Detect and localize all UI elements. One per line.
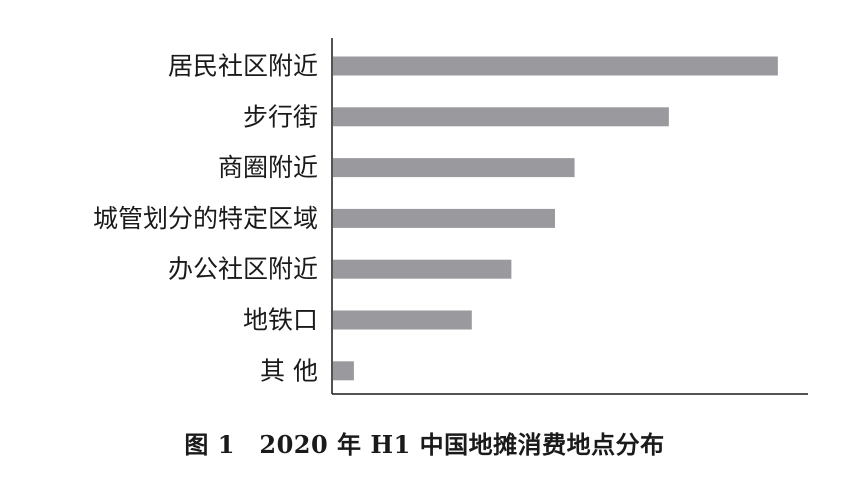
bar-6 bbox=[333, 310, 472, 330]
bar-3 bbox=[333, 158, 575, 178]
bar-2 bbox=[333, 107, 669, 127]
category-label-2: 步行街 bbox=[243, 102, 318, 131]
category-label-4: 城管划分的特定区域 bbox=[93, 204, 318, 233]
figure-caption: 图 1 2020 年 H1 中国地摊消费地点分布 bbox=[184, 430, 665, 459]
bar-7 bbox=[333, 361, 354, 381]
category-label-1: 居民社区附近 bbox=[168, 52, 318, 81]
bars bbox=[333, 56, 778, 381]
category-label-5: 办公社区附近 bbox=[168, 255, 318, 284]
category-label-7: 其 他 bbox=[260, 356, 318, 385]
category-label-6: 地铁口 bbox=[243, 306, 318, 335]
bar-1 bbox=[333, 56, 778, 76]
bar-4 bbox=[333, 208, 555, 228]
category-label-3: 商圈附近 bbox=[218, 153, 318, 182]
bar-5 bbox=[333, 259, 512, 279]
